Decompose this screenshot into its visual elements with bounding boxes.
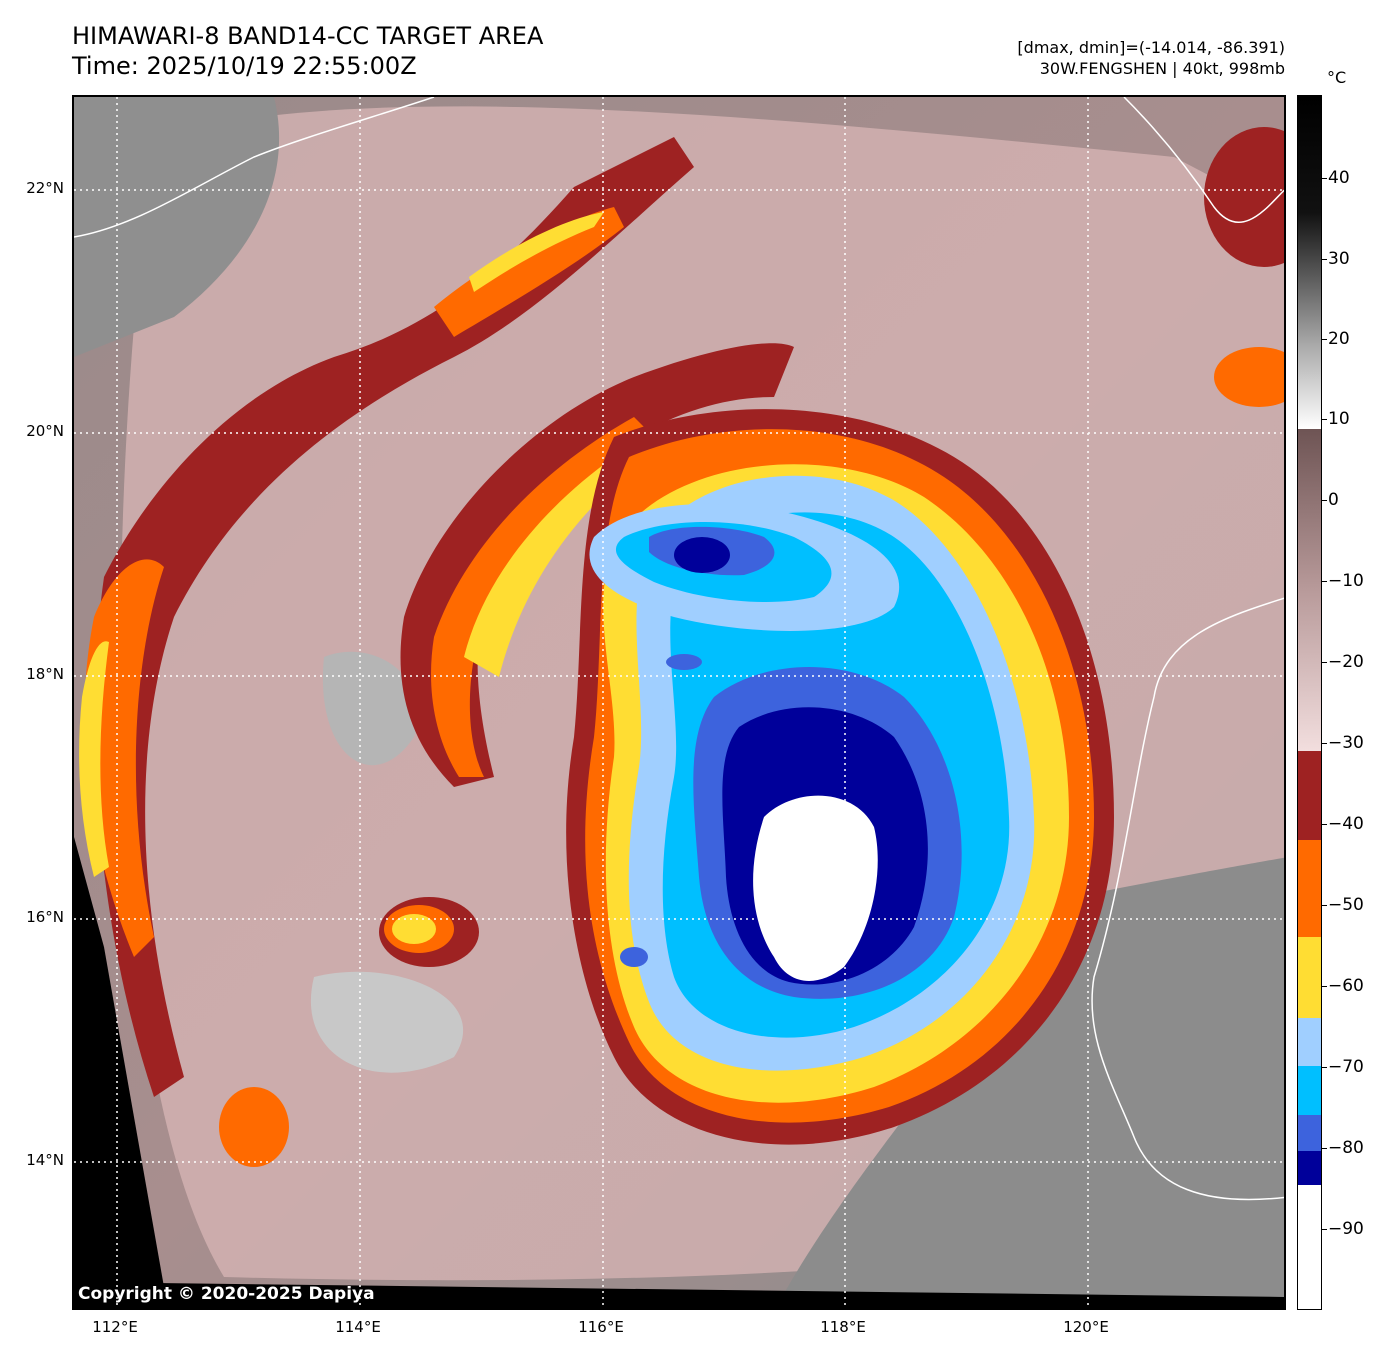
- clear-region-northwest: [74, 97, 280, 357]
- rain-band-yellow: [469, 212, 604, 292]
- colorbar-tick-mark: [1322, 662, 1327, 663]
- chart-title: HIMAWARI-8 BAND14-CC TARGET AREA: [72, 22, 544, 50]
- colorbar-darkred-segment: [1298, 751, 1321, 840]
- lat-label: 14°N: [26, 1151, 64, 1169]
- lon-label: 120°E: [1063, 1318, 1109, 1336]
- lon-label: 114°E: [335, 1318, 381, 1336]
- colorbar-tick: 0: [1328, 490, 1339, 510]
- lon-label: 118°E: [820, 1318, 866, 1336]
- colorbar-tick: 20: [1328, 329, 1350, 349]
- coastline-luzon: [1091, 597, 1284, 1201]
- colorbar-tick-mark: [1322, 824, 1327, 825]
- colorbar-orange-segment: [1298, 840, 1321, 937]
- colorbar-tick-mark: [1322, 1229, 1327, 1230]
- lon-label: 112°E: [92, 1318, 138, 1336]
- colorbar-tick-mark: [1322, 743, 1327, 744]
- colorbar-tick-mark: [1322, 500, 1327, 501]
- colorbar-tick: −50: [1328, 895, 1364, 915]
- convective-cell: [1204, 127, 1284, 267]
- graticule: [74, 97, 1284, 1308]
- convective-cell: [1214, 347, 1284, 407]
- colorbar-tick-mark: [1322, 905, 1327, 906]
- coastline-taiwan: [1123, 97, 1284, 223]
- colorbar-tick: 10: [1328, 409, 1350, 429]
- colorbar-tick: −30: [1328, 733, 1364, 753]
- colorbar-gray-segment: [1298, 96, 1321, 429]
- colorbar-scale: [1298, 96, 1321, 1309]
- colorbar-unit: °C: [1327, 68, 1347, 87]
- lat-label: 18°N: [26, 665, 64, 683]
- rain-band-orange: [434, 207, 624, 337]
- lat-label: 16°N: [26, 908, 64, 926]
- colorbar-royalblue-segment: [1298, 1115, 1321, 1151]
- colorbar-tick: −90: [1328, 1219, 1364, 1239]
- small-cold-cell: [620, 947, 648, 967]
- cdo-coldest-core: [753, 795, 878, 981]
- no-data-region-west: [74, 837, 164, 1308]
- colorbar-tick-mark: [1322, 1067, 1327, 1068]
- colorbar-tick: −60: [1328, 976, 1364, 996]
- outer-rain-band: [94, 137, 695, 1097]
- colorbar-white-segment: [1298, 1185, 1321, 1309]
- colorbar-tick-mark: [1322, 339, 1327, 340]
- colorbar-navy-segment: [1298, 1151, 1321, 1185]
- colorbar-yellow-segment: [1298, 937, 1321, 1018]
- copyright-notice: Copyright © 2020-2025 Dapiya: [78, 1284, 375, 1304]
- colorbar-tick-mark: [1322, 581, 1327, 582]
- clear-patch: [322, 651, 418, 766]
- lon-label: 116°E: [578, 1318, 624, 1336]
- lat-label: 20°N: [26, 422, 64, 440]
- colorbar-tick-mark: [1322, 419, 1327, 420]
- colorbar-tick: −10: [1328, 571, 1364, 591]
- inner-band-orange: [431, 417, 654, 777]
- no-data-strip-bottom: [74, 1282, 1284, 1308]
- small-cold-cell: [666, 654, 702, 670]
- lat-label: 22°N: [26, 179, 64, 197]
- colorbar: [1297, 95, 1322, 1310]
- colorbar-tick: 40: [1328, 168, 1350, 188]
- colorbar-tick: −80: [1328, 1138, 1364, 1158]
- colorbar-tick: −20: [1328, 652, 1364, 672]
- storm-info: 30W.FENGSHEN | 40kt, 998mb: [1039, 59, 1285, 78]
- clear-region-southeast: [776, 857, 1284, 1308]
- northern-cold-cell: [674, 537, 730, 573]
- colorbar-tick-mark: [1322, 986, 1327, 987]
- colorbar-tick-mark: [1322, 1148, 1327, 1149]
- satellite-map: [72, 95, 1286, 1310]
- convective-cell: [392, 914, 436, 944]
- coastline-south-china: [74, 97, 435, 238]
- colorbar-lightblue-segment: [1298, 1018, 1321, 1066]
- convective-cell: [219, 1087, 289, 1167]
- colorbar-tick: −40: [1328, 814, 1364, 834]
- colorbar-tick: −70: [1328, 1057, 1364, 1077]
- dmax-dmin-readout: [dmax, dmin]=(-14.014, -86.391): [1017, 38, 1285, 57]
- colorbar-tick-mark: [1322, 178, 1327, 179]
- inner-band-yellow: [464, 457, 629, 677]
- colorbar-tick: 30: [1328, 249, 1350, 269]
- colorbar-mauve-segment: [1298, 429, 1321, 751]
- colorbar-tick-mark: [1322, 259, 1327, 260]
- western-band-yellow: [79, 641, 109, 877]
- clear-patch: [310, 971, 464, 1073]
- timestamp: Time: 2025/10/19 22:55:00Z: [72, 52, 417, 80]
- colorbar-cyan-segment: [1298, 1066, 1321, 1115]
- satellite-imagery: [74, 97, 1284, 1308]
